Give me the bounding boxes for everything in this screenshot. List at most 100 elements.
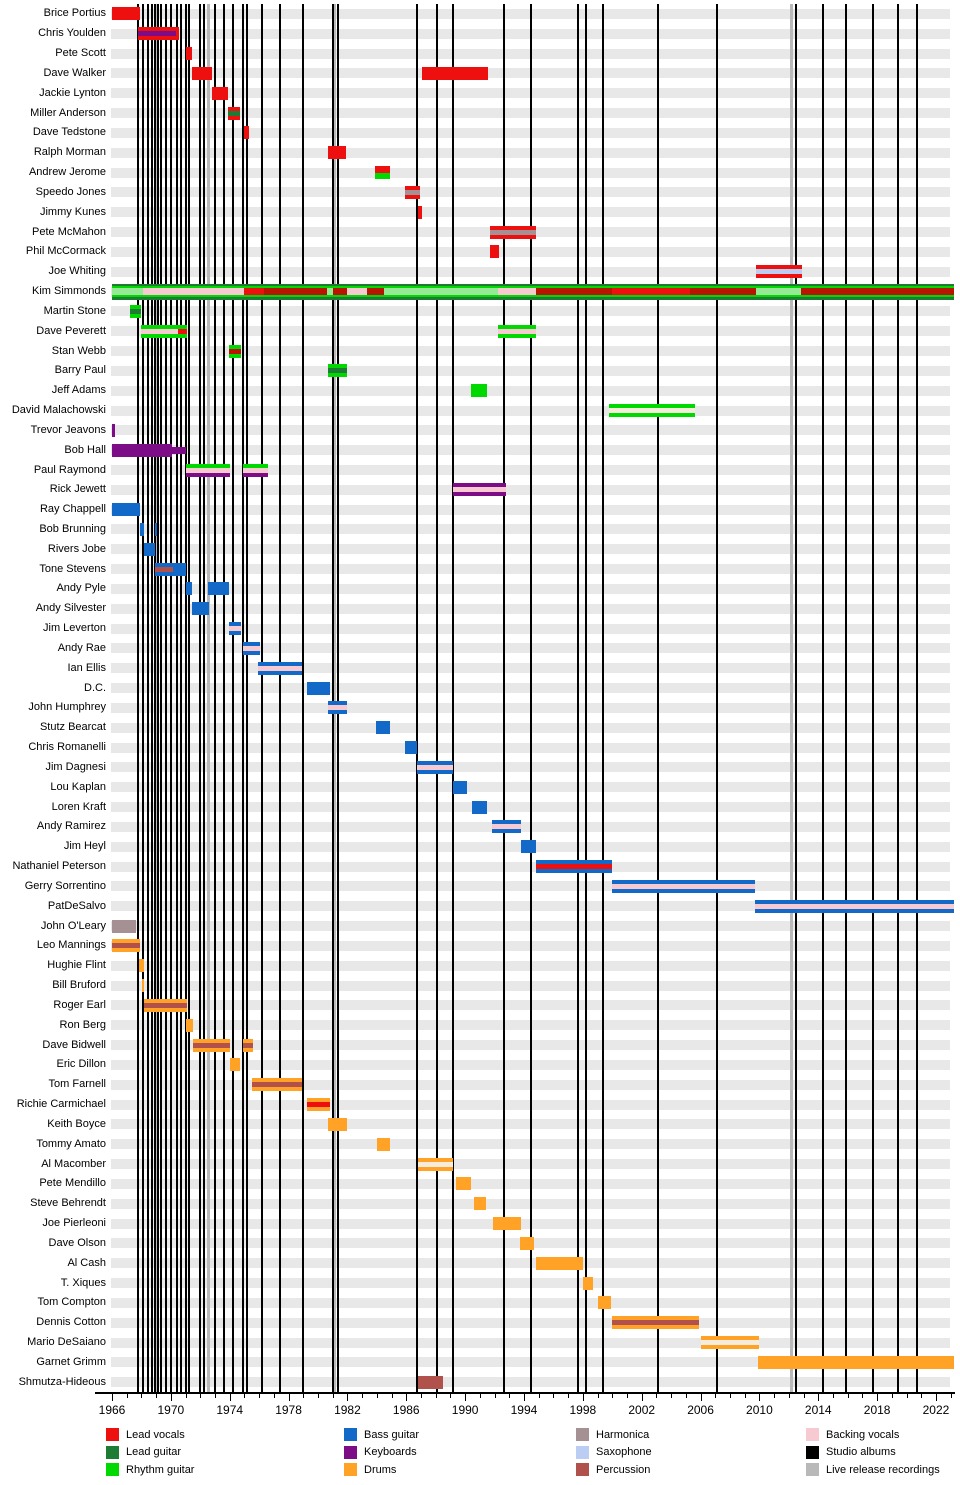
legend-label-lead_guitar: Lead guitar xyxy=(126,1446,182,1458)
bar-stripe-drums xyxy=(493,1217,522,1231)
x-axis-major-tick xyxy=(288,1394,290,1402)
x-axis-tick-label: 1998 xyxy=(569,1403,597,1418)
member-label: Lou Kaplan xyxy=(50,780,106,793)
studio-album-line xyxy=(169,4,172,1393)
bar-stripe-lead_vocals xyxy=(228,115,240,120)
bar-stripe-lead_vocals xyxy=(212,86,229,100)
member-bar xyxy=(497,324,536,338)
x-axis-minor-tick xyxy=(259,1394,261,1399)
x-axis-minor-tick xyxy=(509,1394,511,1399)
member-label: Chris Romanelli xyxy=(28,741,106,754)
member-bar xyxy=(173,562,187,576)
member-label: Bob Brunning xyxy=(39,522,106,535)
bar-stripe-dark_red xyxy=(228,348,241,354)
x-axis-minor-tick xyxy=(891,1394,893,1399)
bar-stripe-lead_vocals xyxy=(328,146,346,160)
bar-stripe-drums xyxy=(143,1007,188,1012)
bar-stripe-drums xyxy=(376,1137,391,1151)
legend-swatch-percussion xyxy=(576,1463,589,1476)
x-axis-tick-label: 1970 xyxy=(157,1403,185,1418)
member-bar xyxy=(228,344,241,358)
studio-album-line xyxy=(278,4,281,1393)
bar-stripe-harmonica xyxy=(404,189,420,195)
studio-album-line xyxy=(302,4,305,1393)
studio-album-line xyxy=(180,4,183,1393)
member-bar xyxy=(112,423,115,437)
studio-album-line xyxy=(503,4,506,1393)
bar-stripe-lead_vocals xyxy=(178,328,188,334)
member-bar xyxy=(404,185,420,199)
x-axis-tick-label: 1978 xyxy=(275,1403,302,1418)
member-bar xyxy=(418,1375,444,1389)
member-bar xyxy=(493,1217,522,1231)
member-label: Dave Tedstone xyxy=(32,126,106,139)
x-axis-tick-label: 1982 xyxy=(334,1403,361,1418)
legend-swatch-live_releases xyxy=(806,1463,819,1476)
studio-album-line xyxy=(416,4,419,1393)
member-label: Trevor Jeavons xyxy=(30,423,106,436)
studio-album-line xyxy=(871,4,874,1393)
member-label: Tom Compton xyxy=(37,1296,106,1309)
legend-label-backing_vocals: Backing vocals xyxy=(826,1428,900,1441)
x-axis-minor-tick xyxy=(420,1394,422,1399)
member-label: Hughie Flint xyxy=(47,959,106,972)
bar-stripe-drums xyxy=(242,1038,254,1043)
member-label: Paul Raymond xyxy=(33,463,106,476)
bar-stripe-bass_guitar xyxy=(306,681,330,695)
member-label: Jim Leverton xyxy=(43,622,106,635)
member-bar xyxy=(376,721,391,735)
x-axis-minor-tick xyxy=(950,1394,952,1399)
bar-stripe-percussion xyxy=(251,1082,302,1088)
bar-stripe-bass_guitar xyxy=(404,741,417,755)
bar-stripe-lead_vocals xyxy=(306,1102,330,1108)
bar-stripe-drums xyxy=(251,1087,302,1092)
bar-stripe-drums xyxy=(306,1107,330,1112)
member-bar xyxy=(212,86,229,100)
member-bar xyxy=(137,27,176,41)
bar-stripe-backing_vocals xyxy=(140,328,179,334)
x-axis-minor-tick xyxy=(450,1394,452,1399)
x-axis-minor-tick xyxy=(376,1394,378,1399)
bar-stripe-drums xyxy=(473,1197,486,1211)
bar-stripe-rhythm_guitar xyxy=(242,463,268,468)
studio-album-line xyxy=(202,4,205,1393)
member-label: Steve Behrendt xyxy=(30,1197,106,1210)
studio-album-line xyxy=(199,4,202,1393)
x-axis-minor-tick xyxy=(803,1394,805,1399)
bar-stripe-percussion xyxy=(192,1042,230,1048)
x-axis-minor-tick xyxy=(906,1394,908,1399)
member-bar xyxy=(756,265,803,279)
bar-stripe-bass_guitar xyxy=(328,710,347,715)
legend-swatch-rhythm_guitar xyxy=(106,1463,119,1476)
member-bar xyxy=(519,1236,535,1250)
legend-label-percussion: Percussion xyxy=(596,1463,651,1476)
legend-label-saxophone: Saxophone xyxy=(596,1446,652,1458)
member-bar xyxy=(172,446,187,454)
bar-stripe-lead_vocals xyxy=(192,66,213,80)
bar-stripe-lead_guitar xyxy=(228,110,240,116)
x-axis-minor-tick xyxy=(303,1394,305,1399)
member-bar xyxy=(229,1058,240,1072)
x-axis-major-tick xyxy=(170,1394,172,1402)
x-axis-minor-tick xyxy=(744,1394,746,1399)
studio-album-line xyxy=(136,4,139,1393)
bar-stripe-lead_vocals xyxy=(176,27,179,41)
bar-stripe-bass_guitar xyxy=(328,701,347,706)
studio-album-line xyxy=(246,4,249,1393)
member-bar xyxy=(471,384,488,398)
bar-stripe-lead_vocals xyxy=(535,864,613,870)
member-label: David Malachowski xyxy=(11,404,106,416)
member-bar xyxy=(112,503,141,517)
member-label: John Humphrey xyxy=(28,701,106,714)
bar-stripe-rhythm_guitar xyxy=(129,304,141,309)
bar-stripe-rhythm_guitar xyxy=(497,333,536,338)
legend-label-drums: Drums xyxy=(364,1463,397,1476)
bar-stripe-bass_guitar xyxy=(535,860,613,865)
bar-stripe-rhythm_guitar xyxy=(228,344,241,349)
studio-album-line xyxy=(261,4,264,1393)
bar-stripe-bass_guitar xyxy=(612,888,755,893)
x-axis-minor-tick xyxy=(553,1394,555,1399)
x-axis-major-tick xyxy=(641,1394,643,1402)
member-bar xyxy=(142,979,145,993)
member-bar xyxy=(207,582,229,596)
